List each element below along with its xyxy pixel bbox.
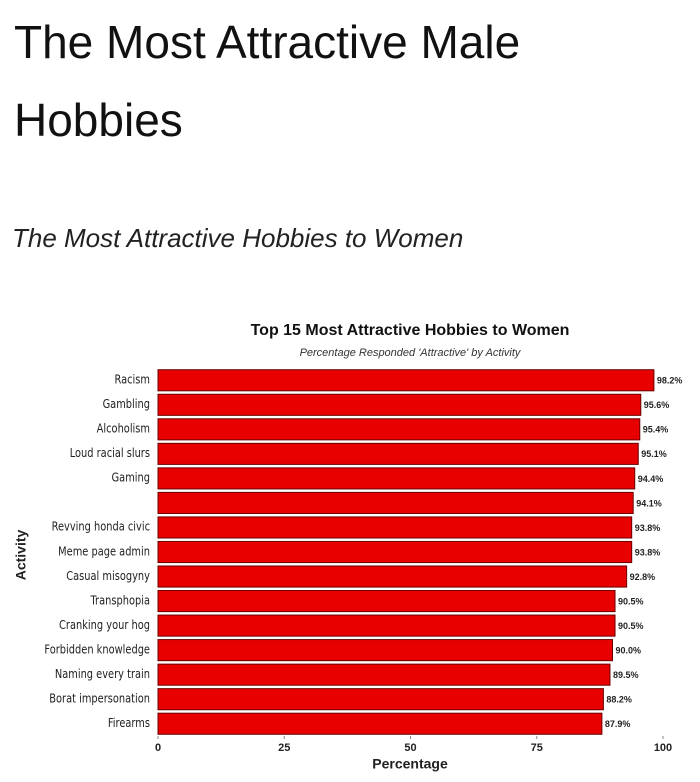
page-subtitle: The Most Attractive Hobbies to Women	[12, 223, 463, 253]
y-axis-label: Activity	[13, 530, 29, 581]
y-tick-label: Loud racial slurs	[70, 446, 151, 460]
y-tick-label: Meme page admin	[58, 544, 150, 558]
bar	[157, 442, 639, 465]
value-label: 88.2%	[606, 695, 632, 705]
value-label: 90.5%	[618, 596, 644, 606]
value-label: 98.2%	[657, 376, 683, 386]
value-label: 94.4%	[638, 474, 664, 484]
bar	[157, 369, 655, 392]
bar	[157, 467, 636, 490]
page-title: The Most Attractive Male Hobbies	[14, 16, 520, 146]
value-label: 92.8%	[630, 572, 656, 582]
value-label: 95.6%	[644, 400, 670, 410]
y-tick-label: Cranking your hog	[59, 618, 150, 632]
bar	[157, 663, 611, 686]
y-tick-label: Revving honda civic	[52, 520, 150, 534]
bar	[157, 491, 634, 514]
y-tick-label: Casual misogyny	[66, 569, 150, 583]
bar	[157, 712, 603, 735]
y-tick-label: Forbidden knowledge	[44, 642, 150, 656]
x-tick-label: 50	[404, 742, 416, 754]
bar	[157, 540, 633, 564]
value-label: 90.5%	[618, 621, 644, 631]
bar	[157, 418, 641, 441]
bar	[157, 688, 604, 711]
y-tick-label: Naming every train	[55, 667, 150, 681]
value-label: 94.1%	[636, 498, 662, 508]
x-tick-label: 25	[278, 742, 290, 754]
y-tick-label: Racism	[114, 373, 150, 387]
value-label: 90.0%	[616, 646, 642, 656]
value-label: 93.8%	[635, 523, 661, 533]
x-tick-label: 0	[155, 742, 161, 754]
bar	[157, 565, 628, 588]
y-tick-label: Transphopia	[90, 593, 150, 607]
value-label: 93.8%	[635, 547, 661, 557]
x-axis-label: Percentage	[372, 756, 448, 772]
x-tick-label: 100	[654, 742, 672, 754]
chart-title: Top 15 Most Attractive Hobbies to Women	[251, 322, 570, 339]
value-label: 95.1%	[641, 449, 667, 459]
value-label: 95.4%	[643, 425, 669, 435]
y-tick-label: Borat impersonation	[49, 692, 150, 706]
bar	[157, 393, 642, 416]
bar	[157, 590, 616, 613]
y-tick-label: Alcoholism	[97, 422, 150, 436]
chart-subtitle: Percentage Responded 'Attractive' by Act…	[300, 347, 522, 359]
bar	[157, 614, 616, 637]
bar	[157, 516, 633, 539]
value-label: 87.9%	[605, 719, 631, 729]
bar	[157, 639, 613, 662]
value-label: 89.5%	[613, 670, 639, 680]
x-tick-label: 75	[531, 742, 543, 754]
y-tick-label: Firearms	[108, 716, 150, 730]
y-tick-label: Gaming	[112, 471, 150, 485]
y-tick-label: Gambling	[103, 397, 150, 411]
